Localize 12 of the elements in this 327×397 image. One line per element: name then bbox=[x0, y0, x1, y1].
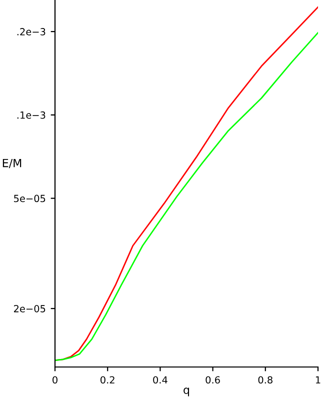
y-axis-title: E/M bbox=[2, 158, 22, 168]
y-tick-label: 5e−05 bbox=[14, 194, 46, 202]
y-tick-label: 2e−05 bbox=[14, 305, 46, 312]
y-tick-label: .2e−3 bbox=[17, 28, 46, 36]
x-tick-label: 0.8 bbox=[258, 376, 272, 384]
x-tick-label: 0.4 bbox=[153, 376, 168, 384]
x-tick-label: 1 bbox=[316, 376, 320, 384]
x-tick-label: 0.2 bbox=[100, 376, 114, 384]
y-tick-label: .1e−3 bbox=[17, 111, 46, 119]
x-axis-title: q bbox=[184, 388, 190, 396]
x-tick-label: 0.6 bbox=[206, 376, 220, 384]
x-tick-label: 0 bbox=[52, 376, 58, 384]
